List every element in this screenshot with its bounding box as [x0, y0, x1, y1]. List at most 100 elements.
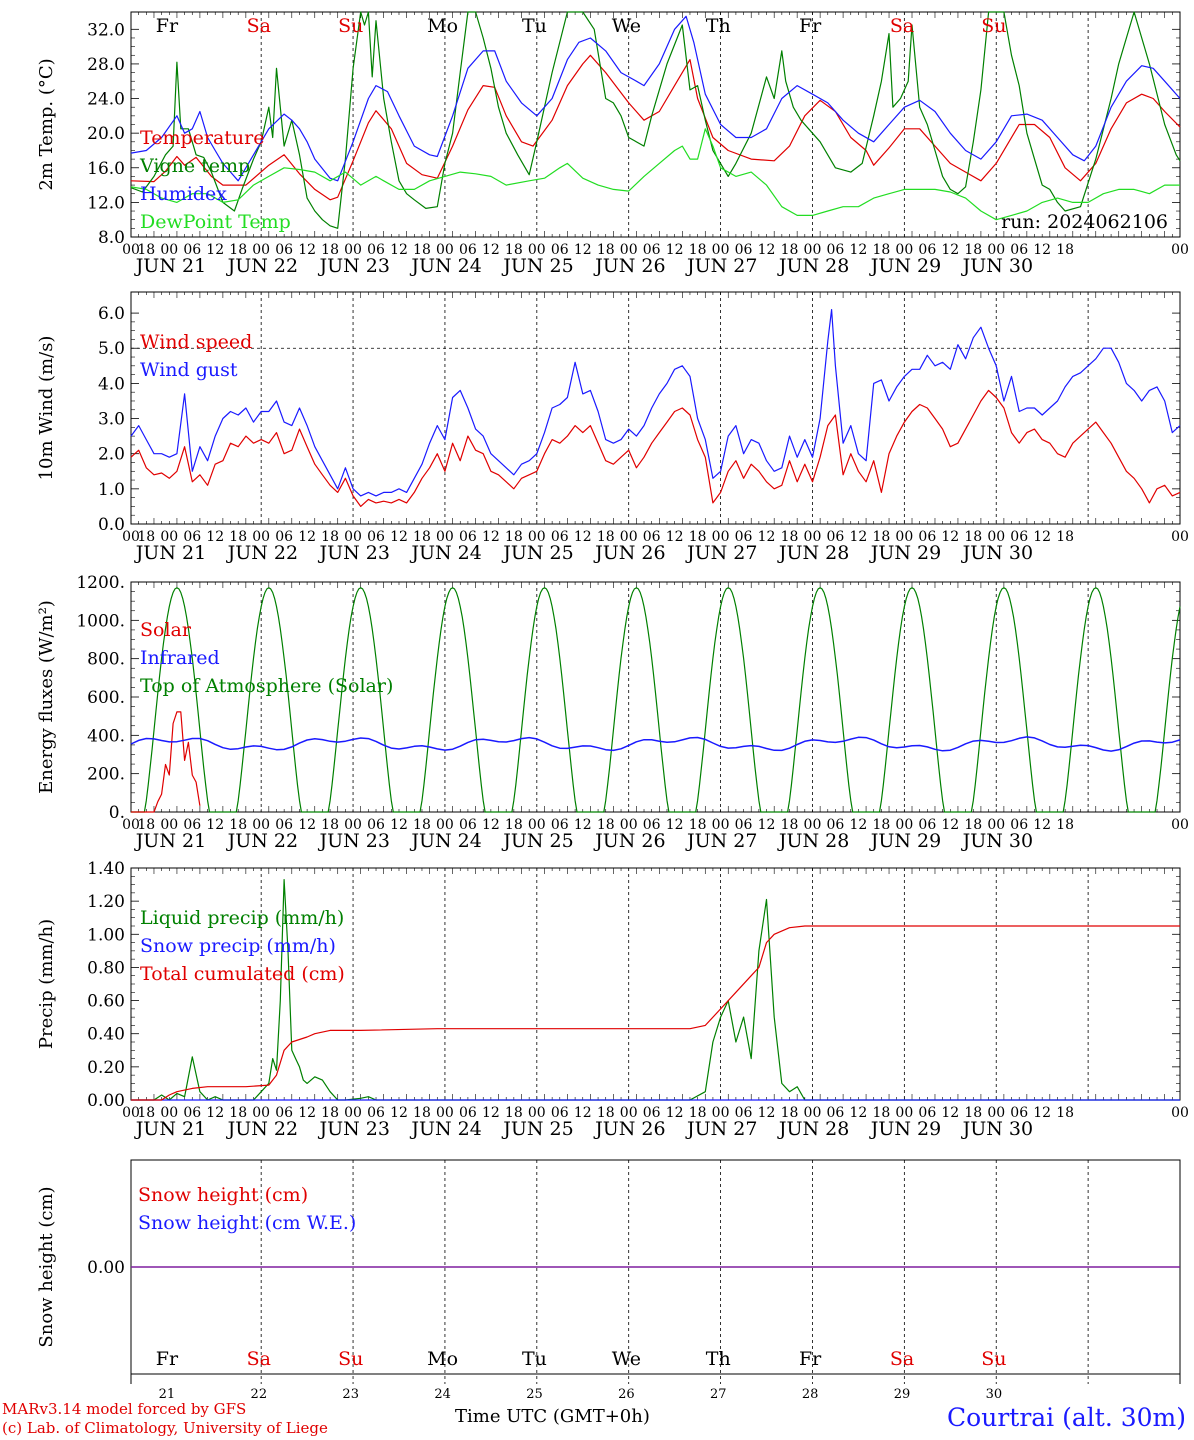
legend-entry: Top of Atmosphere (Solar): [140, 675, 393, 697]
date-label: JUN 24: [409, 830, 481, 852]
y-tick-label: 5.0: [98, 339, 125, 359]
hour-label: 12: [482, 529, 500, 545]
hour-label: 18: [597, 242, 615, 258]
hour-label: 00: [895, 242, 913, 258]
hour-label: 18: [872, 817, 890, 833]
date-label: JUN 29: [869, 830, 941, 852]
date-label: JUN 23: [317, 830, 389, 852]
date-label: JUN 21: [134, 1118, 206, 1140]
hour-label: 06: [275, 242, 293, 258]
hour-label: 18: [964, 242, 982, 258]
hour-label: 00: [712, 529, 730, 545]
date-label: JUN 25: [501, 255, 573, 277]
legend-entry: Wind gust: [140, 359, 238, 381]
hour-label: 06: [918, 1105, 936, 1121]
y-tick-label: 12.0: [87, 193, 125, 213]
hour-label: 18: [781, 1105, 799, 1121]
date-label: JUN 28: [777, 830, 849, 852]
hour-label: 00: [122, 529, 140, 545]
hour-label: 00: [987, 817, 1005, 833]
hour-label: 00: [712, 242, 730, 258]
weekday-label-bottom: We: [612, 1348, 641, 1370]
hour-label: 12: [1033, 529, 1051, 545]
hour-label: 06: [551, 817, 569, 833]
legend-entry: Solar: [140, 619, 192, 641]
hour-label: 06: [459, 1105, 477, 1121]
legend-entry: Infrared: [140, 647, 220, 669]
hour-label: 00: [895, 817, 913, 833]
day-number-label: 29: [894, 1387, 911, 1402]
hour-label: 12: [941, 1105, 959, 1121]
hour-label: 06: [643, 1105, 661, 1121]
hour-label: 18: [781, 242, 799, 258]
hour-label: 00: [122, 242, 140, 258]
hour-label: 12: [574, 1105, 592, 1121]
x-axis-title: Time UTC (GMT+0h): [455, 1406, 650, 1427]
hour-label: 00: [804, 242, 822, 258]
hour-label: 18: [964, 1105, 982, 1121]
date-label: JUN 28: [777, 255, 849, 277]
date-label: JUN 24: [409, 1118, 481, 1140]
hour-label: 00: [1171, 529, 1189, 545]
hour-label: 06: [367, 529, 385, 545]
date-label: JUN 27: [685, 1118, 757, 1140]
hour-label: 00: [160, 242, 178, 258]
hour-label: 18: [505, 529, 523, 545]
y-axis-label: 10m Wind (m/s): [36, 336, 57, 481]
hour-label: 18: [137, 1105, 155, 1121]
hour-label: 00: [895, 529, 913, 545]
date-label: JUN 30: [961, 255, 1033, 277]
hour-label: 12: [666, 242, 684, 258]
y-tick-label: 2.0: [98, 445, 125, 465]
hour-label: 12: [390, 242, 408, 258]
hour-label: 00: [987, 1105, 1005, 1121]
hour-label: 06: [918, 817, 936, 833]
y-tick-label: 0.00: [87, 1258, 125, 1278]
legend-entry: Temperature: [140, 127, 264, 149]
legend-entry: Snow height (cm W.E.): [138, 1212, 356, 1234]
hour-label: 06: [827, 817, 845, 833]
hour-label: 00: [620, 529, 638, 545]
date-label: JUN 26: [593, 1118, 665, 1140]
date-label: JUN 24: [409, 255, 481, 277]
hour-label: 18: [505, 817, 523, 833]
hour-label: 06: [735, 817, 753, 833]
hour-label: 18: [229, 1105, 247, 1121]
hour-label: 06: [183, 1105, 201, 1121]
hour-label: 00: [436, 529, 454, 545]
hour-label: 06: [918, 242, 936, 258]
date-label: JUN 25: [501, 1118, 573, 1140]
y-axis-label: Snow height (cm): [36, 1186, 57, 1347]
day-number-label: 25: [526, 1387, 543, 1402]
hour-label: 06: [1010, 242, 1028, 258]
hour-label: 18: [321, 529, 339, 545]
hour-label: 00: [987, 242, 1005, 258]
line-wind-gust: [130, 309, 1181, 497]
credits-line-1: MARv3.14 model forced by GFS: [2, 1400, 247, 1418]
y-tick-label: 1.40: [87, 859, 125, 879]
hour-label: 12: [941, 242, 959, 258]
credits-line-2: (c) Lab. of Climatology, University of L…: [2, 1419, 328, 1437]
day-number-label: 22: [251, 1387, 268, 1402]
date-label: JUN 22: [226, 1118, 298, 1140]
hour-label: 00: [528, 242, 546, 258]
hour-label: 12: [941, 529, 959, 545]
y-tick-label: 1.20: [87, 892, 125, 912]
hour-label: 12: [298, 242, 316, 258]
hour-label: 18: [229, 817, 247, 833]
hour-label: 18: [413, 817, 431, 833]
hour-label: 18: [229, 242, 247, 258]
date-label: JUN 21: [134, 255, 206, 277]
hour-label: 12: [482, 817, 500, 833]
hour-label: 06: [735, 1105, 753, 1121]
hour-label: 00: [804, 817, 822, 833]
hour-label: 06: [827, 242, 845, 258]
y-tick-label: 28.0: [87, 55, 125, 75]
hour-label: 18: [229, 529, 247, 545]
y-tick-label: 200.: [87, 765, 125, 785]
hour-label: 18: [689, 1105, 707, 1121]
hour-label: 06: [735, 529, 753, 545]
hour-label: 00: [252, 1105, 270, 1121]
weekday-label: Su: [338, 15, 363, 37]
y-tick-label: 0.60: [87, 992, 125, 1012]
